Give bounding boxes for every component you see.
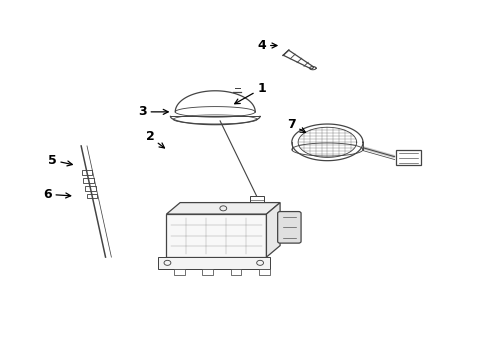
- Text: 6: 6: [43, 188, 71, 201]
- Bar: [202, 269, 213, 275]
- Polygon shape: [266, 203, 280, 257]
- FancyBboxPatch shape: [277, 212, 301, 243]
- Bar: [83, 178, 94, 183]
- Bar: [173, 269, 184, 275]
- Text: 3: 3: [138, 105, 168, 118]
- Text: 1: 1: [234, 82, 265, 104]
- Text: 5: 5: [48, 154, 72, 167]
- Bar: [259, 269, 269, 275]
- Polygon shape: [166, 203, 280, 214]
- Bar: [158, 257, 269, 269]
- Text: 2: 2: [145, 130, 164, 148]
- Bar: [85, 186, 96, 190]
- Bar: [395, 149, 420, 165]
- Bar: [230, 269, 241, 275]
- Bar: [86, 194, 97, 198]
- Bar: [166, 214, 266, 257]
- Text: 7: 7: [286, 118, 305, 132]
- Bar: [81, 170, 92, 175]
- Text: 4: 4: [257, 39, 276, 52]
- Bar: [249, 196, 263, 204]
